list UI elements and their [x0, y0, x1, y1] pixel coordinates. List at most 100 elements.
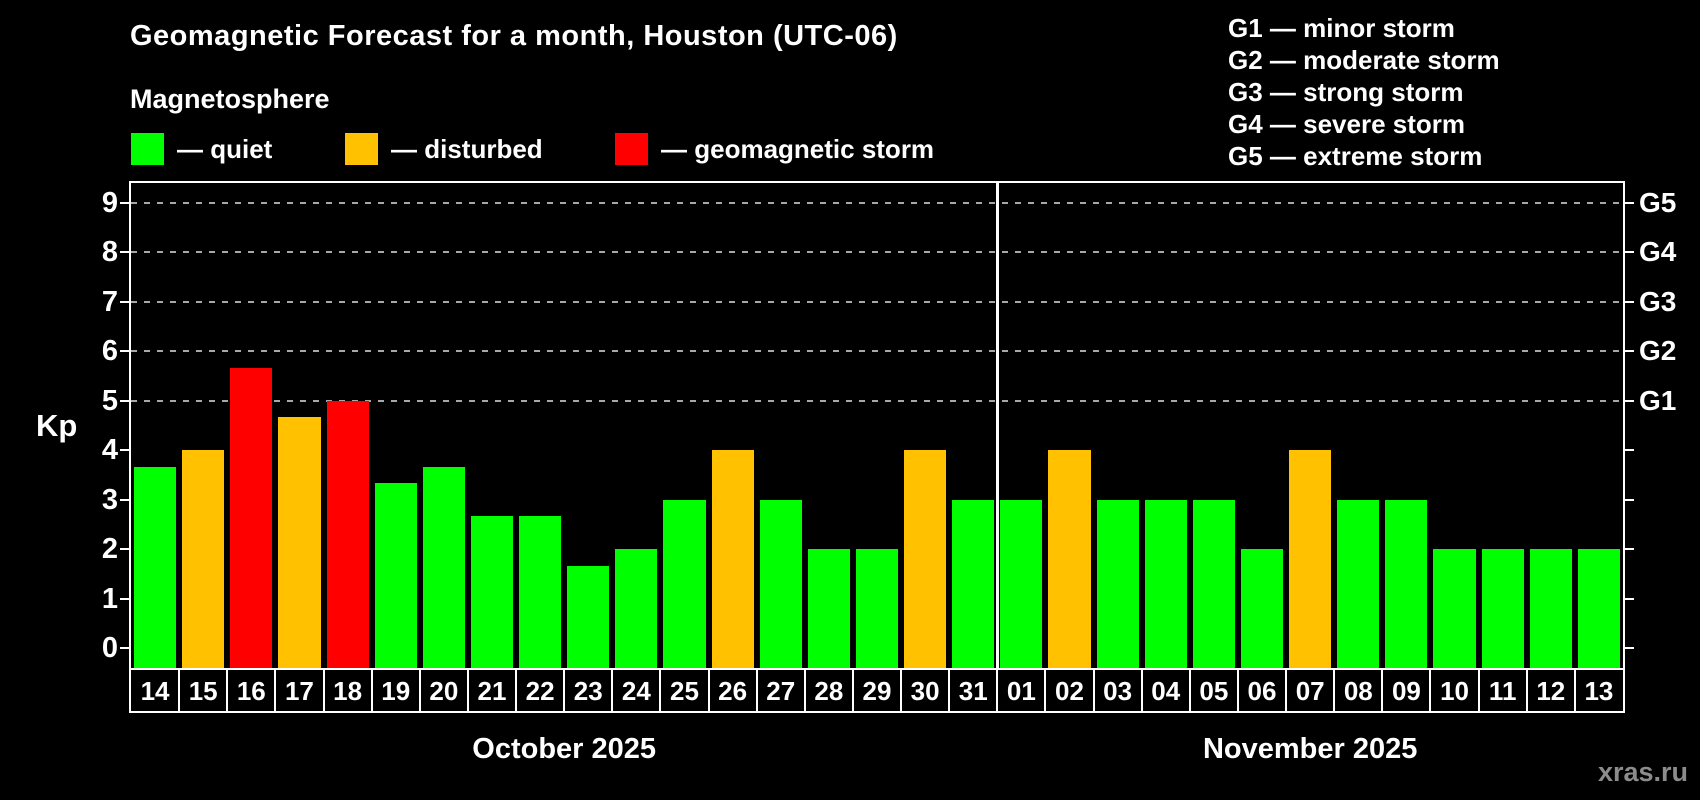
kp-bar-06	[1240, 549, 1284, 668]
kp-bar-05	[1192, 499, 1235, 668]
g1-legend-line: G1 — minor storm	[1228, 13, 1455, 43]
kp-bar-26	[711, 450, 754, 668]
day-cell-border	[707, 670, 710, 711]
left-axis-tick-4	[120, 449, 129, 452]
kp-bar-16	[230, 367, 273, 668]
gridline-kp7	[131, 300, 1623, 303]
kp-bar-01	[1000, 499, 1043, 668]
day-cell-border	[1477, 670, 1480, 711]
day-label-16: 16	[236, 676, 266, 706]
day-label-11: 11	[1488, 676, 1517, 706]
y-axis-label-0: 0	[101, 632, 118, 665]
right-axis-tick-4	[1625, 449, 1634, 452]
y-axis-label-9: 9	[101, 186, 118, 219]
day-cell-border	[1333, 670, 1336, 711]
g-scale-label-g5: G5	[1639, 186, 1677, 218]
day-label-18: 18	[333, 676, 363, 706]
y-axis-label-1: 1	[101, 582, 118, 615]
day-cell-border	[659, 670, 662, 711]
day-label-04: 04	[1151, 676, 1181, 706]
y-axis-title: Kp	[36, 408, 78, 443]
gridline-kp5	[131, 399, 1623, 402]
day-cell-border	[900, 670, 903, 711]
day-label-25: 25	[670, 676, 699, 706]
legend-item-quiet: — quiet	[131, 132, 272, 166]
day-cell-border	[611, 670, 614, 711]
y-axis-label-2: 2	[101, 533, 118, 566]
g-scale-label-g2: G2	[1639, 335, 1677, 367]
day-label-26: 26	[718, 676, 748, 706]
kp-bar-17	[278, 417, 321, 668]
legend-item-disturbed: — disturbed	[345, 132, 543, 166]
day-cell-border	[996, 670, 999, 711]
kp-bar-23	[567, 565, 610, 668]
day-label-30: 30	[910, 676, 940, 706]
kp-bar-14	[134, 466, 177, 668]
day-label-12: 12	[1536, 676, 1566, 706]
left-axis-tick-6	[120, 350, 129, 353]
legend-label-quiet: — quiet	[177, 133, 273, 164]
day-label-14: 14	[140, 676, 170, 706]
kp-bar-25	[663, 499, 706, 668]
kp-bar-19	[374, 483, 417, 668]
quiet-color-swatch	[131, 133, 164, 165]
day-cell-border	[1429, 670, 1432, 711]
gridline-kp9	[131, 201, 1623, 204]
day-label-24: 24	[621, 676, 651, 706]
day-cell-border	[1573, 670, 1576, 711]
day-cell-border	[851, 670, 854, 711]
day-label-02: 02	[1055, 676, 1084, 706]
kp-bar-20	[422, 466, 465, 668]
day-cell-border	[1044, 670, 1047, 711]
month-separator-line	[995, 183, 999, 668]
day-label-28: 28	[814, 676, 844, 706]
day-cell-border	[466, 670, 469, 711]
day-label-19: 19	[381, 676, 411, 706]
kp-bar-24	[615, 549, 658, 668]
month-label-october: October 2025	[472, 733, 657, 765]
day-cell-border	[1381, 670, 1384, 711]
day-cell-border	[1140, 670, 1143, 711]
day-label-05: 05	[1199, 676, 1229, 706]
kp-bar-29	[855, 549, 899, 668]
kp-bar-11	[1481, 549, 1524, 668]
day-cell-border	[755, 670, 758, 711]
y-axis-label-4: 4	[101, 434, 118, 467]
day-cell-border	[515, 670, 518, 711]
day-label-21: 21	[477, 676, 507, 706]
g3-legend-line: G3 — strong storm	[1228, 77, 1464, 107]
right-axis-tick-0	[1625, 647, 1634, 650]
left-axis-tick-2	[120, 548, 129, 551]
day-cell-border	[178, 670, 181, 711]
day-label-22: 22	[525, 676, 555, 706]
right-axis-tick-1	[1625, 597, 1634, 600]
kp-bar-21	[470, 516, 514, 668]
day-cell-border	[1236, 670, 1239, 711]
right-axis-tick-9	[1625, 201, 1634, 204]
watermark: xras.ru	[1597, 757, 1688, 787]
y-axis-label-3: 3	[101, 483, 118, 516]
kp-bar-30	[904, 450, 947, 668]
kp-bar-27	[759, 499, 802, 668]
disturbed-color-swatch	[345, 133, 378, 165]
y-axis-label-6: 6	[101, 335, 118, 368]
magnetosphere-label: Magnetosphere	[130, 84, 330, 114]
kp-bar-18	[326, 400, 369, 668]
legend-item-storm: — geomagnetic storm	[615, 132, 934, 166]
right-axis-tick-6	[1625, 350, 1634, 353]
right-axis-tick-5	[1625, 399, 1634, 402]
day-label-09: 09	[1391, 676, 1421, 706]
day-cell-border	[226, 670, 229, 711]
day-cell-border	[1525, 670, 1528, 711]
kp-bar-08	[1337, 499, 1380, 668]
kp-bar-12	[1529, 549, 1572, 668]
day-cell-border	[1285, 670, 1288, 711]
g-scale-legend: G1 — minor storm G2 — moderate storm G3 …	[1228, 12, 1500, 172]
day-cell-border	[322, 670, 325, 711]
kp-bar-15	[182, 450, 225, 668]
day-cell-border	[1092, 670, 1095, 711]
kp-bar-02	[1048, 450, 1091, 668]
kp-bar-10	[1433, 549, 1476, 668]
left-axis-tick-8	[120, 251, 129, 254]
